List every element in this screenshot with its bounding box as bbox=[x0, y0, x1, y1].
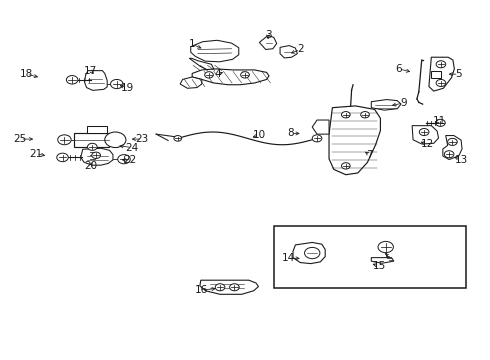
Circle shape bbox=[305, 247, 320, 259]
Circle shape bbox=[448, 138, 457, 145]
Polygon shape bbox=[81, 148, 113, 165]
Polygon shape bbox=[312, 120, 329, 134]
Text: 11: 11 bbox=[433, 116, 446, 126]
Text: 8: 8 bbox=[287, 129, 294, 139]
Text: 7: 7 bbox=[367, 150, 373, 160]
Text: 5: 5 bbox=[455, 69, 462, 79]
Polygon shape bbox=[371, 100, 401, 110]
Text: 2: 2 bbox=[297, 45, 303, 54]
Bar bbox=[431, 71, 441, 78]
Circle shape bbox=[215, 284, 225, 291]
Text: 16: 16 bbox=[195, 285, 208, 295]
Polygon shape bbox=[191, 40, 239, 62]
Circle shape bbox=[92, 152, 100, 158]
Polygon shape bbox=[85, 71, 107, 90]
Text: 22: 22 bbox=[123, 155, 136, 165]
Text: 24: 24 bbox=[125, 143, 139, 153]
Text: 23: 23 bbox=[135, 134, 148, 144]
Circle shape bbox=[342, 163, 350, 169]
Circle shape bbox=[88, 143, 97, 150]
Polygon shape bbox=[429, 57, 454, 91]
Polygon shape bbox=[200, 280, 258, 294]
Polygon shape bbox=[412, 126, 439, 144]
Circle shape bbox=[66, 76, 78, 84]
Polygon shape bbox=[189, 58, 215, 71]
Text: 20: 20 bbox=[84, 161, 97, 171]
Circle shape bbox=[57, 153, 68, 162]
Text: 17: 17 bbox=[84, 66, 97, 76]
Circle shape bbox=[111, 80, 123, 89]
Circle shape bbox=[205, 72, 213, 78]
Circle shape bbox=[361, 112, 369, 118]
Text: 6: 6 bbox=[395, 64, 402, 74]
Polygon shape bbox=[371, 258, 394, 263]
Bar bbox=[88, 126, 107, 133]
Text: 15: 15 bbox=[373, 261, 386, 271]
Polygon shape bbox=[293, 242, 325, 264]
Text: 18: 18 bbox=[20, 69, 33, 79]
Circle shape bbox=[436, 80, 446, 86]
Text: 12: 12 bbox=[421, 139, 434, 149]
Text: 9: 9 bbox=[400, 98, 407, 108]
Circle shape bbox=[230, 284, 239, 291]
Text: 4: 4 bbox=[214, 69, 221, 79]
Bar bbox=[274, 226, 466, 288]
Text: 21: 21 bbox=[29, 149, 43, 159]
Polygon shape bbox=[329, 106, 380, 175]
Polygon shape bbox=[180, 77, 202, 88]
Circle shape bbox=[444, 151, 454, 158]
Circle shape bbox=[436, 119, 445, 126]
Circle shape bbox=[342, 112, 350, 118]
Circle shape bbox=[241, 72, 249, 78]
Text: 1: 1 bbox=[189, 39, 196, 49]
Polygon shape bbox=[259, 35, 277, 49]
Text: 3: 3 bbox=[265, 30, 271, 40]
Circle shape bbox=[378, 242, 393, 253]
Text: 13: 13 bbox=[454, 154, 468, 165]
Circle shape bbox=[105, 132, 126, 148]
Circle shape bbox=[118, 154, 130, 164]
Circle shape bbox=[58, 135, 71, 145]
Bar bbox=[74, 133, 109, 147]
Polygon shape bbox=[192, 69, 269, 85]
Circle shape bbox=[312, 135, 322, 142]
Polygon shape bbox=[280, 46, 297, 58]
Polygon shape bbox=[443, 136, 462, 159]
Text: 25: 25 bbox=[14, 134, 27, 144]
Text: 19: 19 bbox=[121, 82, 134, 93]
Circle shape bbox=[419, 129, 429, 136]
Circle shape bbox=[436, 61, 446, 68]
Text: 10: 10 bbox=[253, 130, 266, 140]
Text: 14: 14 bbox=[282, 253, 295, 263]
Circle shape bbox=[174, 136, 182, 141]
